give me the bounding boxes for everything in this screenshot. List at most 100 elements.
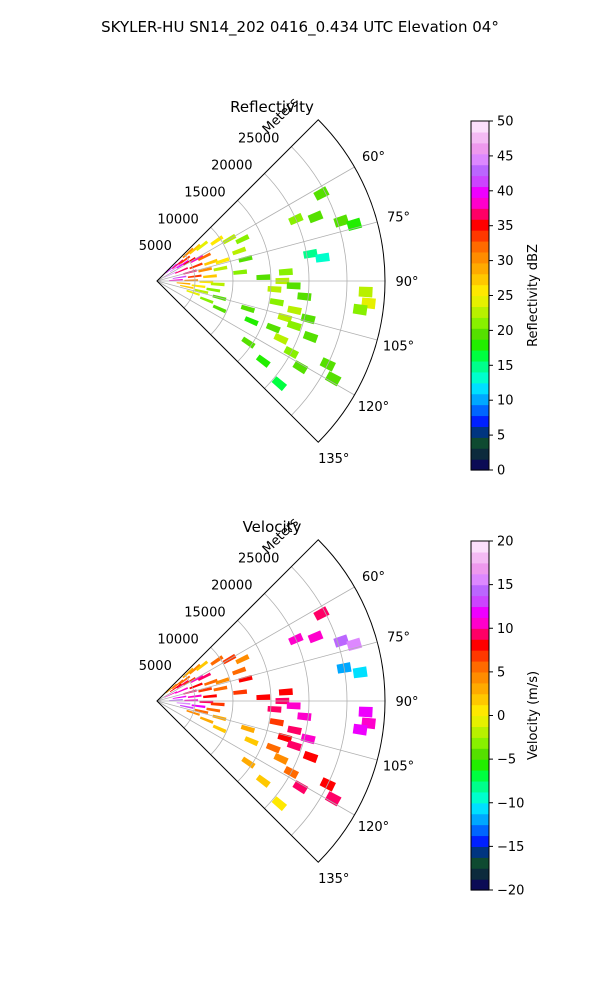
colorbar-swatch: [471, 448, 489, 460]
colorbar-swatch: [471, 562, 489, 575]
data-cell: [215, 677, 230, 685]
colorbar-tick-label: 10: [497, 622, 514, 637]
data-cell: [313, 606, 330, 621]
colorbar-swatch: [471, 404, 489, 417]
colorbar-swatch: [471, 371, 489, 384]
data-cell: [198, 267, 213, 273]
data-cell: [292, 360, 309, 375]
data-cell: [172, 259, 184, 269]
colorbar-swatch: [471, 791, 489, 804]
azimuth-gridline: [156, 280, 378, 341]
data-cell: [256, 274, 271, 280]
data-cell: [188, 243, 201, 255]
colorbar-swatch: [471, 671, 489, 684]
azimuth-tick-label: 90°: [395, 275, 418, 290]
colorbar-tick-label: 5: [497, 429, 505, 444]
data-cell: [194, 708, 209, 715]
data-cell: [267, 706, 282, 713]
data-cell: [269, 718, 284, 727]
data-cell: [206, 707, 221, 713]
colorbar-swatch: [471, 813, 489, 826]
colorbar-swatch: [471, 606, 489, 618]
data-cell: [180, 284, 194, 289]
range-tick-label: 15000: [184, 185, 225, 200]
data-cell: [271, 796, 288, 812]
colorbar-swatch: [471, 251, 489, 264]
data-cell: [169, 699, 183, 701]
data-cell: [176, 679, 189, 689]
colorbar-tick-label: 30: [497, 254, 514, 269]
data-cell: [210, 235, 224, 246]
colorbar-tick-label: −10: [497, 796, 524, 811]
data-cell: [238, 254, 253, 263]
data-cell: [213, 265, 228, 272]
azimuth-gridline: [156, 221, 378, 282]
colorbar-swatch: [471, 121, 489, 133]
data-cell: [358, 706, 373, 718]
azimuth-tick-label: 60°: [362, 570, 385, 585]
data-cell: [210, 655, 224, 666]
colorbar-swatch: [471, 142, 489, 155]
colorbar-swatch: [471, 219, 489, 231]
data-cell: [191, 704, 206, 709]
colorbar-swatch: [471, 595, 489, 608]
data-cell: [307, 630, 324, 644]
data-cell: [174, 267, 189, 274]
data-cell: [176, 259, 189, 269]
data-cell: [164, 271, 178, 278]
data-cell: [255, 354, 271, 368]
azimuth-gridline: [156, 280, 355, 396]
azimuth-tick-label: 60°: [362, 150, 385, 165]
range-tick-label: 5000: [139, 659, 172, 674]
data-cell: [265, 322, 281, 334]
colorbar-swatch: [471, 153, 489, 166]
data-cell: [199, 296, 214, 304]
azimuth-tick-label: 75°: [387, 210, 410, 225]
colorbar-tick-label: 0: [497, 464, 505, 479]
colorbar-swatch: [471, 273, 489, 286]
range-tick-label: 5000: [139, 239, 172, 254]
data-cell: [189, 682, 203, 690]
colorbar-swatch: [471, 541, 489, 553]
data-cell: [267, 286, 282, 293]
data-cell: [191, 284, 206, 289]
colorbar-swatch: [471, 704, 489, 717]
data-cell: [180, 704, 194, 709]
colorbar-swatch: [471, 573, 489, 586]
colorbar-swatch: [471, 306, 489, 318]
data-cell: [232, 246, 247, 256]
data-cell: [302, 750, 319, 764]
data-cell: [195, 240, 209, 252]
colorbar-swatch: [471, 737, 489, 749]
data-cell: [286, 702, 301, 710]
data-cell: [188, 663, 201, 675]
colorbar-swatch: [471, 339, 489, 351]
colorbar-swatch: [471, 780, 489, 793]
colorbar-swatch: [471, 551, 489, 564]
data-cell: [307, 210, 324, 224]
range-tick-label: 25000: [238, 552, 279, 567]
colorbar-swatch: [471, 846, 489, 858]
data-cell: [313, 186, 330, 201]
data-cell: [287, 725, 302, 736]
data-cell: [189, 262, 203, 270]
data-cell: [194, 288, 209, 295]
data-cell: [176, 702, 191, 705]
data-cell: [286, 320, 302, 332]
colorbar-tick-label: 25: [497, 289, 514, 304]
colorbar-swatch: [471, 726, 489, 738]
azimuth-gridline: [156, 166, 355, 282]
data-cell: [358, 286, 373, 298]
range-tick-label: 10000: [157, 632, 198, 647]
data-cell: [233, 689, 248, 695]
data-cell: [256, 694, 271, 700]
colorbar-swatch: [471, 175, 489, 188]
colorbar-swatch: [471, 415, 489, 427]
data-cell: [169, 683, 182, 693]
colorbar-swatch: [471, 715, 489, 728]
data-cell: [352, 303, 368, 316]
colorbar-label: Reflectivity dBZ: [526, 244, 541, 347]
data-cell: [333, 214, 350, 228]
data-cell: [232, 666, 247, 676]
